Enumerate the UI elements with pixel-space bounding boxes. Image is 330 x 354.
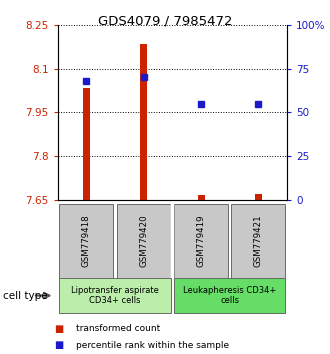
Bar [59, 204, 114, 278]
Text: GSM779419: GSM779419 [197, 215, 206, 267]
Bar [198, 195, 205, 200]
Bar [83, 87, 90, 200]
Bar [174, 204, 228, 278]
Bar [174, 278, 285, 313]
Bar [231, 204, 285, 278]
Text: GDS4079 / 7985472: GDS4079 / 7985472 [98, 14, 232, 27]
Text: percentile rank within the sample: percentile rank within the sample [76, 341, 229, 349]
Text: cell type: cell type [3, 291, 48, 301]
Bar [140, 44, 147, 200]
Text: GSM779420: GSM779420 [139, 215, 148, 267]
Bar [59, 278, 171, 313]
Bar [117, 204, 171, 278]
Text: Lipotransfer aspirate
CD34+ cells: Lipotransfer aspirate CD34+ cells [71, 286, 159, 305]
Text: ■: ■ [54, 324, 64, 334]
Text: ■: ■ [54, 340, 64, 350]
Text: GSM779418: GSM779418 [82, 215, 91, 267]
Text: transformed count: transformed count [76, 324, 160, 333]
Text: GSM779421: GSM779421 [254, 215, 263, 267]
Text: Leukapheresis CD34+
cells: Leukapheresis CD34+ cells [183, 286, 277, 305]
Bar [255, 194, 262, 200]
